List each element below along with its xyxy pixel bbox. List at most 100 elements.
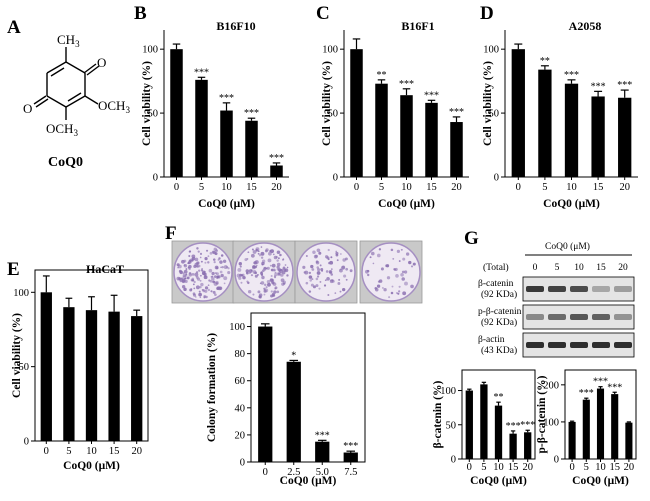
colony-dot	[247, 251, 250, 254]
significance-mark: ***	[579, 388, 594, 399]
colony-dot	[209, 251, 213, 255]
colony-dot	[398, 290, 401, 293]
colony-dot	[390, 291, 394, 295]
y-tick-label: 0	[333, 173, 338, 184]
colony-dot	[260, 251, 265, 256]
colony-dot	[211, 277, 215, 281]
colony-dot	[203, 296, 206, 299]
colony-dot	[266, 266, 270, 270]
colony-dot	[214, 265, 219, 270]
significance-mark: ***	[219, 93, 234, 104]
colony-dot	[317, 268, 321, 272]
colony-dot	[212, 258, 216, 261]
colony-dot	[213, 261, 216, 264]
colony-dot	[378, 248, 382, 251]
colony-dot	[370, 251, 375, 256]
x-tick-label: 15	[109, 446, 120, 457]
colony-dot	[310, 264, 314, 269]
colony-dot	[398, 260, 401, 262]
y-tick-label: 100	[440, 386, 456, 397]
bar	[509, 433, 517, 459]
colony-dot	[392, 257, 395, 260]
colony-dot	[282, 280, 286, 284]
x-axis-label: CoQ0 (μM)	[378, 198, 435, 210]
colony-dot	[204, 257, 208, 261]
colony-dot	[216, 286, 220, 291]
colony-dot	[204, 286, 209, 290]
colony-dot	[337, 282, 341, 285]
culture-plate	[361, 242, 421, 302]
bar	[591, 96, 605, 177]
panel-letter-e: E	[7, 259, 20, 280]
blot-band	[526, 314, 544, 320]
bar	[245, 120, 258, 177]
colony-dot	[257, 290, 261, 294]
blot-band	[548, 286, 566, 292]
colony-dot	[215, 249, 218, 252]
colony-dot	[250, 274, 254, 277]
blot-row-size: (92 KDa)	[481, 317, 517, 328]
bar	[131, 316, 143, 441]
significance-mark: ***	[315, 430, 330, 441]
colony-dot	[365, 269, 369, 274]
colony-dot	[270, 249, 275, 254]
y-axis-label: Cell viability (%)	[482, 61, 494, 146]
colony-dot	[391, 285, 394, 288]
colony-dot	[206, 249, 209, 252]
colony-dot	[237, 267, 242, 272]
y-tick-label: 80	[235, 349, 246, 360]
bar	[350, 49, 363, 177]
colony-dot	[249, 272, 251, 274]
colony-dot	[207, 261, 210, 264]
x-tick-label: 20	[131, 446, 142, 457]
colony-dot	[214, 272, 217, 275]
blot-band	[570, 342, 588, 348]
y-tick-label: 0	[24, 437, 29, 448]
colony-dot	[342, 287, 346, 292]
colony-dot	[386, 276, 391, 280]
left-oxygen-label: O	[23, 101, 32, 116]
colony-dot	[324, 279, 327, 282]
x-tick-label: 20	[451, 182, 462, 193]
bar	[625, 422, 633, 459]
x-tick-label: 20	[624, 462, 635, 473]
panel-letter-b: B	[134, 3, 147, 24]
colony-dot	[269, 278, 274, 282]
plot-frame	[250, 312, 366, 463]
colony-dot	[239, 273, 243, 277]
colony-dot	[238, 262, 242, 266]
colony-dot	[309, 279, 312, 282]
colony-dot	[308, 275, 313, 279]
colony-dot	[199, 286, 202, 289]
colony-dot	[339, 268, 342, 271]
colony-dot	[200, 274, 202, 277]
colony-dot	[345, 267, 349, 271]
x-tick-label: 20	[271, 182, 282, 193]
colony-dot	[218, 257, 221, 260]
colony-dot	[176, 263, 180, 267]
colony-dot	[412, 262, 416, 266]
colony-dot	[207, 284, 210, 287]
colony-dot	[380, 267, 384, 271]
blot-lane-label: 0	[533, 263, 538, 273]
colony-dot	[240, 281, 243, 284]
colony-dot	[212, 251, 217, 255]
colony-dot	[305, 281, 309, 285]
colony-dot	[394, 267, 398, 271]
colony-dot	[349, 269, 353, 273]
colony-dot	[266, 280, 271, 284]
colony-dot	[227, 271, 231, 275]
colony-dot	[261, 275, 265, 280]
chart-title: B16F10	[216, 19, 255, 33]
colony-dot	[331, 268, 333, 270]
x-tick-label: 10	[566, 182, 577, 193]
colony-dot	[316, 266, 320, 269]
colony-dot	[369, 256, 372, 259]
colony-dot	[400, 248, 403, 251]
x-tick-label: 5	[66, 446, 71, 457]
colony-dot	[329, 279, 334, 284]
panel-letter-g: G	[464, 228, 479, 249]
colony-dot	[319, 280, 322, 283]
colony-dot	[201, 268, 204, 270]
colony-dot	[376, 284, 381, 288]
